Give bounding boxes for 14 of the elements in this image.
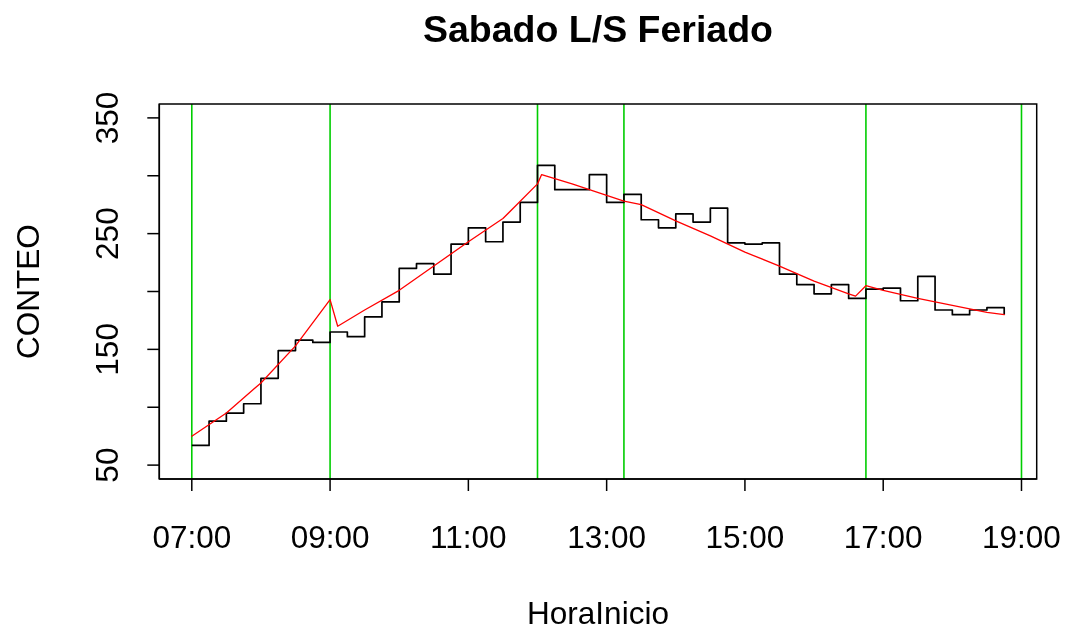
x-tick-label: 19:00 (982, 519, 1061, 555)
x-tick-label: 09:00 (290, 519, 370, 555)
y-tick-label: 350 (89, 91, 125, 145)
y-tick-label: 50 (89, 447, 125, 483)
x-tick-label: 13:00 (567, 519, 647, 555)
x-tick-label: 17:00 (843, 519, 923, 555)
x-tick-label: 15:00 (705, 519, 785, 555)
y-tick-label: 250 (89, 207, 125, 260)
x-tick-label: 11:00 (430, 519, 507, 555)
x-axis-title: HoraInicio (527, 595, 669, 631)
y-tick-label: 150 (89, 323, 125, 376)
chart-title: Sabado L/S Feriado (422, 8, 774, 50)
y-axis-title: CONTEO (10, 224, 46, 359)
x-tick-label: 07:00 (152, 519, 232, 555)
